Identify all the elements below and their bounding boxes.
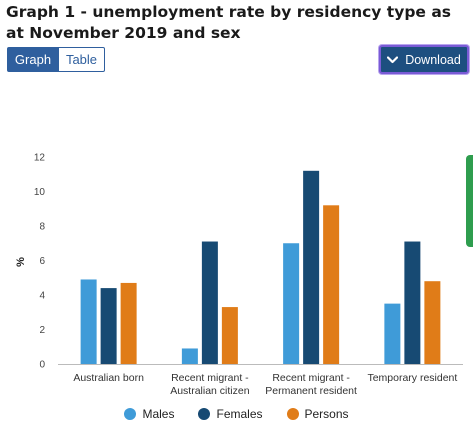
bar-persons-3[interactable] (424, 281, 441, 364)
y-axis-label: % (15, 257, 27, 267)
y-axis-ticks: 0 2 4 6 8 10 12 (34, 153, 46, 371)
bar-females-2[interactable] (303, 170, 320, 364)
x-category-label: Recent migrant -Permanent resident (265, 372, 357, 397)
bar-males-1[interactable] (181, 348, 198, 364)
legend-swatch-males (124, 408, 137, 420)
x-category-label: Australian born (73, 372, 144, 384)
legend-label-females: Females (216, 407, 263, 421)
x-category-label-line: Temporary resident (367, 372, 457, 384)
bar-males-2[interactable] (283, 243, 300, 364)
y-tick-label: 12 (34, 153, 46, 164)
legend-item-females[interactable]: Females (198, 407, 263, 421)
x-category-label: Recent migrant -Australian citizen (170, 372, 250, 397)
chevron-down-icon (387, 55, 399, 64)
y-tick-label: 6 (39, 256, 45, 267)
bar-females-3[interactable] (404, 241, 421, 364)
bar-chart: % 0 2 4 6 8 10 12 Australian born Recent migran… (15, 153, 463, 397)
legend-item-persons[interactable]: Persons (286, 407, 349, 421)
y-tick-label: 0 (39, 360, 45, 371)
legend-label-males: Males (142, 407, 175, 421)
bars (80, 170, 441, 364)
x-category-label-line: Recent migrant - (272, 372, 350, 384)
download-button[interactable]: Download (379, 45, 469, 74)
x-category-label-line: Permanent resident (265, 385, 357, 397)
tab-graph[interactable]: Graph (7, 47, 59, 72)
y-tick-label: 2 (39, 325, 45, 336)
bar-persons-2[interactable] (323, 205, 340, 364)
legend-item-males[interactable]: Males (124, 407, 174, 421)
bar-males-3[interactable] (384, 303, 401, 364)
x-axis-labels: Australian born Recent migrant -Australia… (73, 372, 457, 397)
legend: Males Females Persons (0, 407, 473, 421)
bar-persons-0[interactable] (120, 282, 137, 364)
bar-persons-1[interactable] (221, 307, 238, 364)
y-tick-label: 10 (34, 187, 46, 198)
download-label: Download (405, 52, 461, 67)
legend-swatch-persons (286, 408, 299, 420)
x-category-label-line: Australian born (73, 372, 144, 384)
y-tick-label: 4 (39, 291, 45, 302)
y-tick-label: 8 (39, 222, 45, 233)
x-category-label-line: Australian citizen (170, 385, 250, 397)
bar-males-0[interactable] (80, 279, 97, 364)
tab-table[interactable]: Table (59, 47, 105, 72)
bar-females-1[interactable] (201, 241, 218, 364)
bar-females-0[interactable] (100, 288, 117, 364)
view-tabs: Graph Table (7, 47, 105, 72)
legend-swatch-females (198, 408, 211, 420)
page-title: Graph 1 - unemployment rate by residency… (6, 3, 452, 42)
legend-label-persons: Persons (304, 407, 349, 421)
x-category-label: Temporary resident (367, 372, 457, 384)
side-feedback-tab[interactable] (466, 155, 473, 247)
x-category-label-line: Recent migrant - (171, 372, 249, 384)
